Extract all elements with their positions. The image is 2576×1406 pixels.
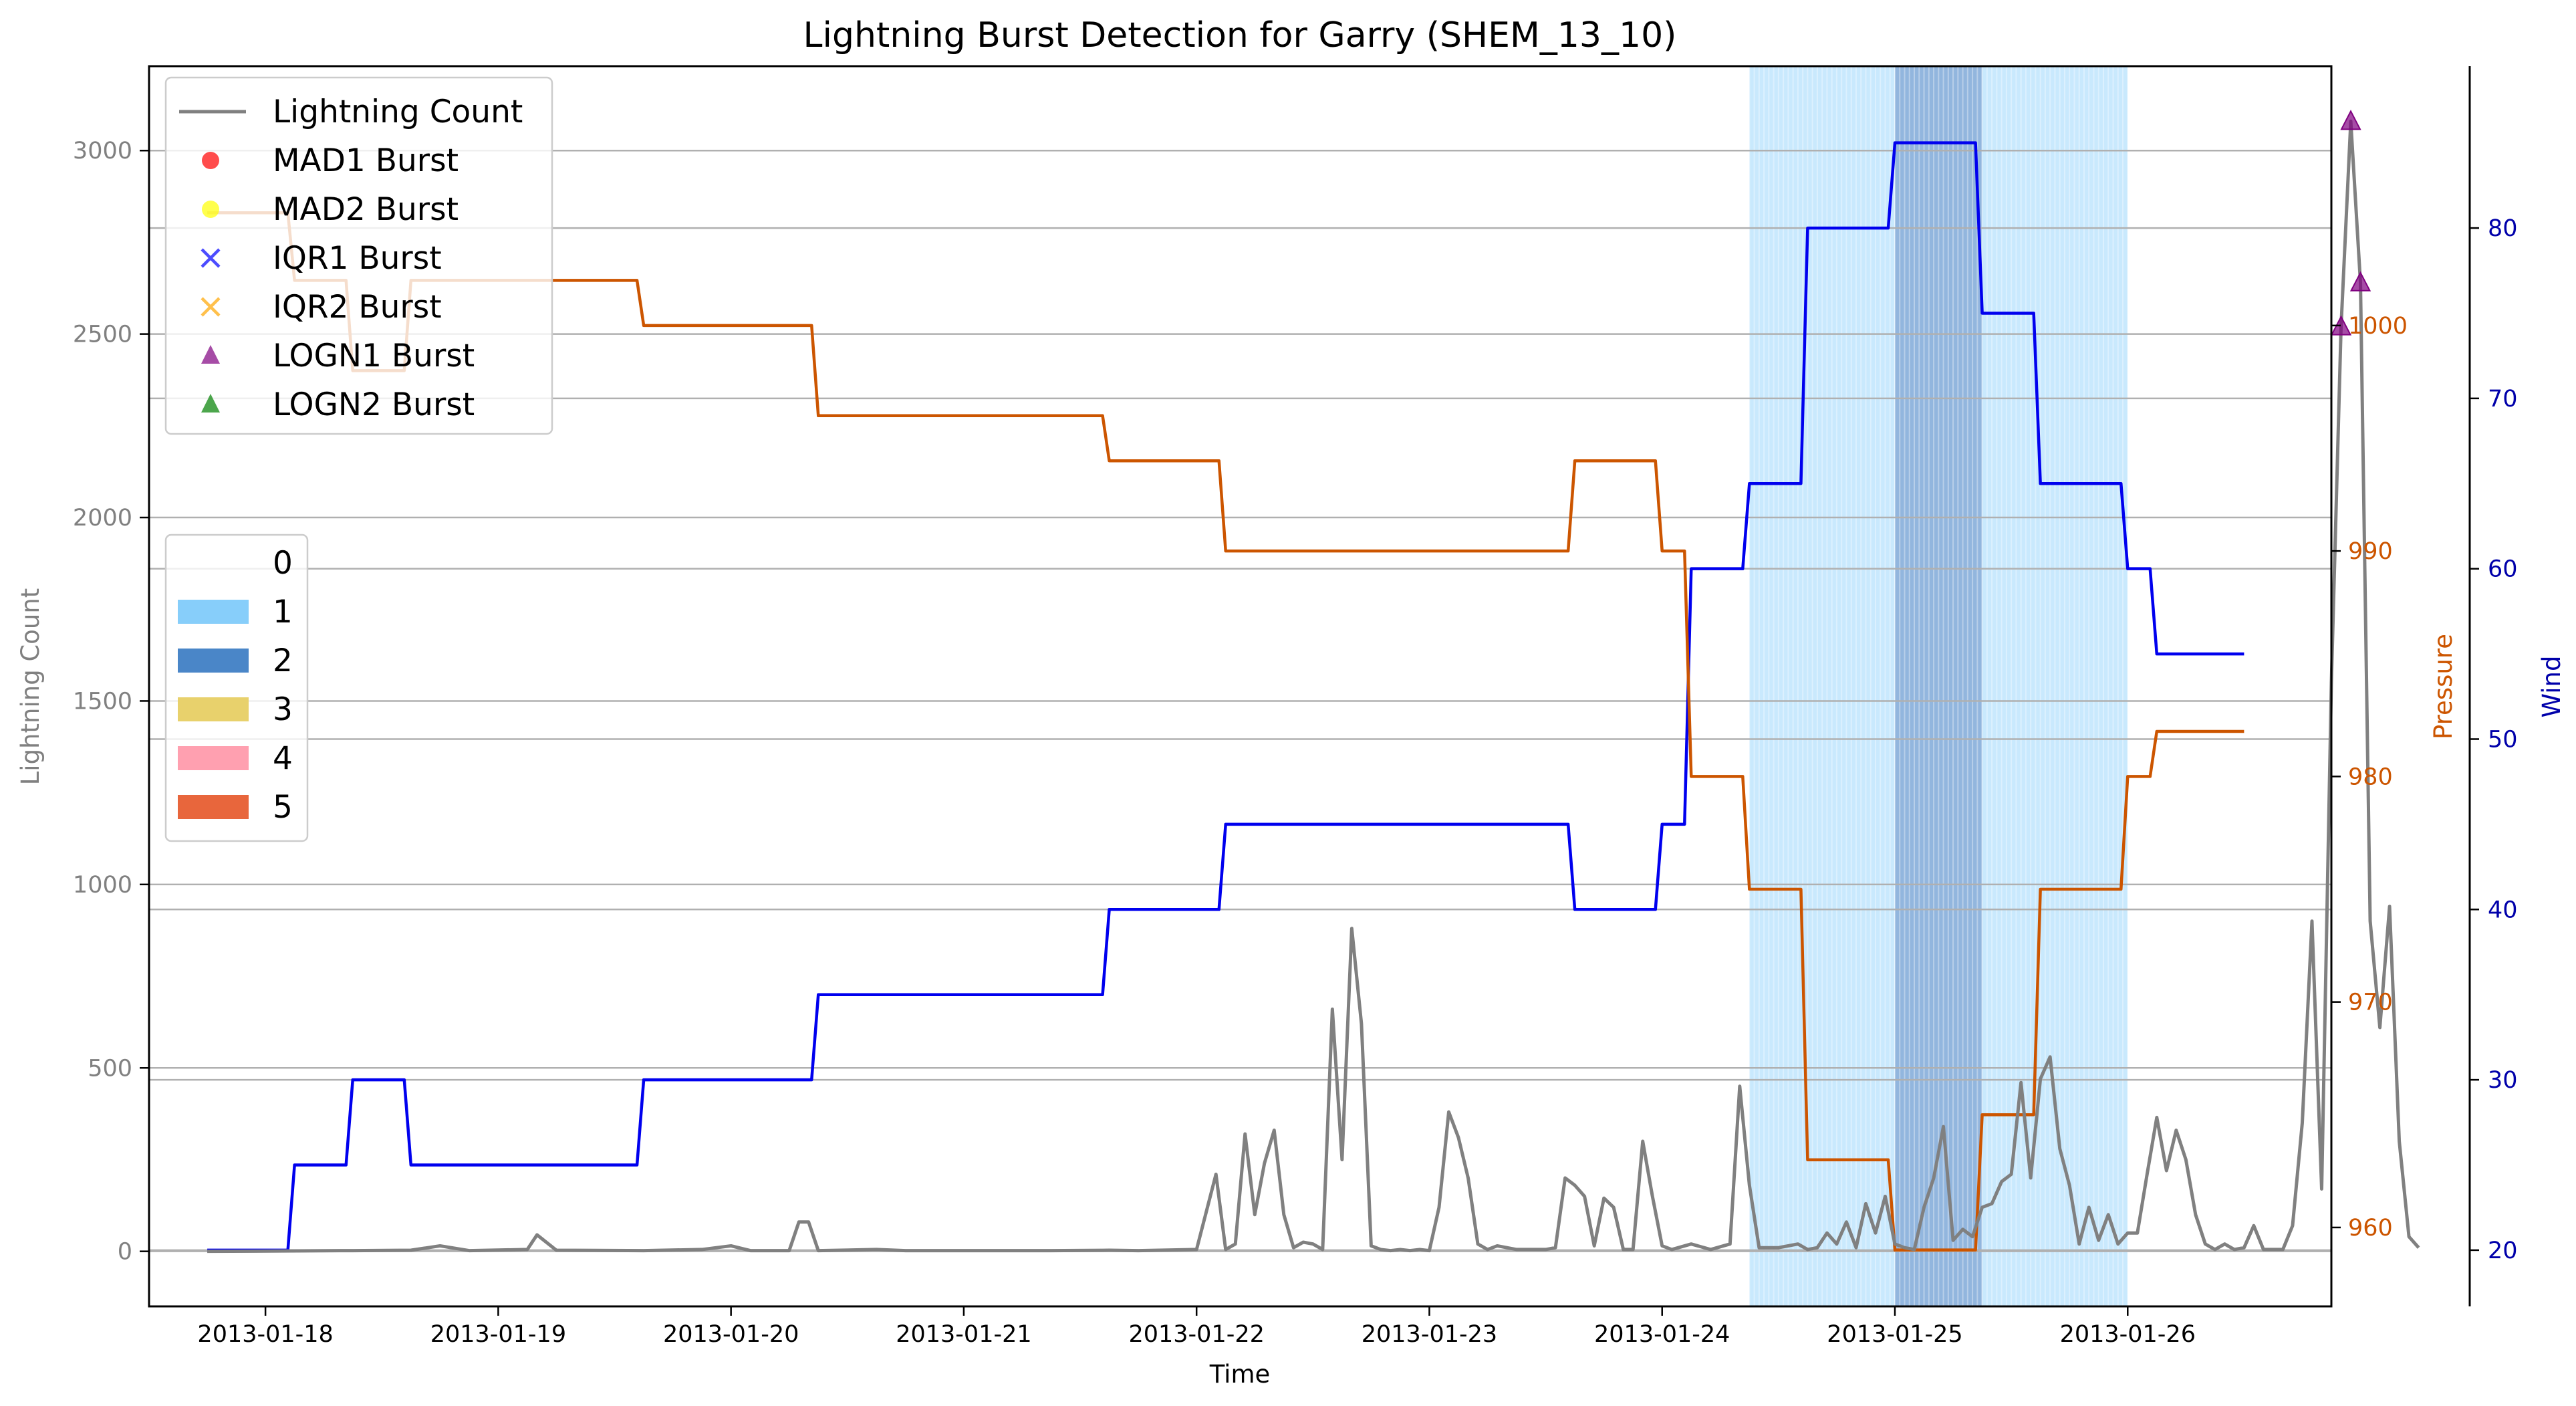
- wind-tick-label: 70: [2488, 386, 2518, 413]
- category-legend-swatch: [178, 697, 249, 721]
- legend-x-marker: [201, 297, 221, 317]
- series-legend-label: IQR2 Burst: [273, 289, 442, 326]
- logn1-burst-marker: [2349, 271, 2371, 291]
- x-tick-label: 2013-01-26: [2060, 1321, 2196, 1348]
- category-legend-label: 4: [273, 740, 293, 777]
- category-legend-swatch: [178, 746, 249, 770]
- lightning-tick-label: 0: [118, 1239, 132, 1266]
- series-legend-label: Lightning Count: [273, 94, 523, 130]
- legend-circle-marker: [202, 152, 219, 169]
- pressure-axis-label: Pressure: [2429, 634, 2458, 739]
- legend-circle-marker: [202, 201, 219, 218]
- series-legend-label: MAD1 Burst: [273, 142, 459, 179]
- chart-title: Lightning Burst Detection for Garry (SHE…: [803, 15, 1677, 55]
- category-2-span: [1895, 66, 1982, 1306]
- category-legend-swatch: [178, 795, 249, 819]
- x-tick-label: 2013-01-21: [896, 1321, 1031, 1348]
- wind-axis-label: Wind: [2537, 656, 2566, 718]
- x-tick-label: 2013-01-20: [663, 1321, 799, 1348]
- pressure-tick-label: 970: [2348, 989, 2393, 1016]
- wind-axis: 20 30 40 50 60 70 80: [2470, 215, 2518, 1264]
- category-legend-label: 2: [273, 642, 293, 679]
- lightning-count-line: [207, 119, 2420, 1254]
- pressure-axis: 960 970 980 990 1000: [2331, 313, 2408, 1242]
- lightning-tick-label: 500: [88, 1055, 132, 1082]
- wind-line: [207, 141, 2244, 1252]
- lightning-axis: 0 500 1000 1500 2000 2500 3000: [73, 138, 149, 1266]
- x-axis-label: Time: [1209, 1360, 1271, 1389]
- legend-triangle-marker: [201, 394, 220, 413]
- x-tick-label: 2013-01-25: [1827, 1321, 1962, 1348]
- category-legend-label: 1: [273, 594, 293, 630]
- legend-triangle-marker: [201, 345, 220, 364]
- category-legend-label: 5: [273, 789, 293, 826]
- lightning-axis-label: Lightning Count: [16, 588, 45, 786]
- category-legend-swatch: [178, 600, 249, 624]
- wind-tick-label: 60: [2488, 556, 2518, 583]
- category-legend-label: 3: [273, 691, 293, 728]
- burst-markers: [2330, 110, 2371, 336]
- pressure-tick-label: 960: [2348, 1215, 2393, 1242]
- wind-tick-label: 30: [2488, 1067, 2518, 1094]
- category-legend: 0 1 2 3 4 5: [164, 534, 309, 842]
- legend-x-marker: [201, 248, 221, 268]
- x-tick-label: 2013-01-19: [430, 1321, 566, 1348]
- x-axis: 2013-01-18 2013-01-19 2013-01-20 2013-01-21…: [197, 1306, 2196, 1348]
- wind-tick-label: 50: [2488, 726, 2518, 753]
- x-tick-label: 2013-01-22: [1128, 1321, 1264, 1348]
- category-legend-swatch: [178, 649, 249, 673]
- x-tick-label: 2013-01-18: [197, 1321, 333, 1348]
- pressure-tick-label: 990: [2348, 538, 2393, 565]
- series-legend-box: [164, 76, 553, 435]
- wind-tick-label: 20: [2488, 1238, 2518, 1264]
- category-spans: [1749, 66, 2129, 1306]
- category-legend-label: 0: [273, 545, 293, 582]
- category-1-span: [1749, 66, 1895, 1306]
- series-legend-label: LOGN1 Burst: [273, 338, 475, 374]
- wind-tick-label: 80: [2488, 215, 2518, 242]
- pressure-tick-label: 1000: [2348, 313, 2408, 340]
- pressure-tick-label: 980: [2348, 764, 2393, 790]
- lightning-tick-label: 1500: [73, 688, 132, 715]
- series-legend: Lightning Count MAD1 Burst MAD2 Burst IQR1 …: [164, 76, 553, 435]
- lightning-tick-label: 1000: [73, 872, 132, 899]
- lightning-tick-label: 2500: [73, 322, 132, 348]
- lightning-tick-label: 2000: [73, 505, 132, 532]
- series-legend-label: IQR1 Burst: [273, 240, 442, 277]
- x-tick-label: 2013-01-23: [1362, 1321, 1497, 1348]
- wind-tick-label: 40: [2488, 897, 2518, 923]
- logn1-burst-marker: [2340, 110, 2361, 130]
- series-legend-label: MAD2 Burst: [273, 191, 459, 228]
- plot-frame: [148, 65, 2333, 1308]
- x-tick-label: 2013-01-24: [1594, 1321, 1730, 1348]
- series-legend-label: LOGN2 Burst: [273, 386, 475, 423]
- lightning-tick-label: 3000: [73, 138, 132, 164]
